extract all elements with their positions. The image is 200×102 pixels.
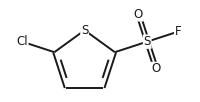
Text: O: O <box>151 63 161 75</box>
Text: S: S <box>144 35 151 48</box>
Text: F: F <box>175 25 181 38</box>
Text: S: S <box>81 24 88 37</box>
Text: O: O <box>134 8 143 21</box>
Text: Cl: Cl <box>16 35 28 48</box>
